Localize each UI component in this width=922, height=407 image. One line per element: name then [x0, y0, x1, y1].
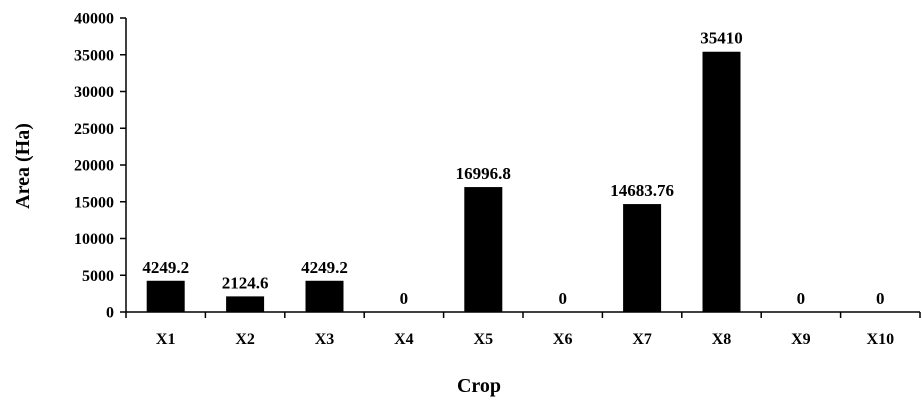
y-tick-label: 5000 [82, 268, 114, 285]
bar-x5 [464, 187, 503, 312]
y-tick-label: 40000 [74, 11, 114, 28]
x-tick-label-x3: X3 [315, 331, 335, 348]
plot-area: 4249.2 2124.6 4249.2 0 16996.8 0 14683.76 35410… [142, 29, 885, 312]
data-label-x4: 0 [400, 289, 409, 308]
bar-x3 [305, 280, 344, 312]
y-axis-title: Area (Ha) [12, 123, 34, 209]
x-axis: X1 X2 X3 X4 X5 X6 X7 X8 X9 X10 [125, 311, 921, 348]
data-label-x3: 4249.2 [301, 258, 348, 277]
bar-x8 [702, 51, 741, 312]
y-tick-label: 10000 [74, 231, 114, 248]
bar-x1 [146, 280, 185, 312]
data-label-x9: 0 [797, 289, 806, 308]
x-tick-label-x9: X9 [791, 331, 811, 348]
y-tick-label: 15000 [74, 194, 114, 211]
y-tick-label: 25000 [74, 121, 114, 138]
x-axis-title: Crop [457, 375, 501, 397]
bar-x7 [623, 204, 662, 312]
y-tick-label: 20000 [74, 158, 114, 175]
x-tick-label-x10: X10 [867, 331, 895, 348]
data-label-x8: 35410 [700, 29, 743, 48]
x-tick-label-x5: X5 [474, 331, 494, 348]
data-label-x2: 2124.6 [222, 273, 269, 292]
data-label-x6: 0 [558, 289, 567, 308]
bar-x2 [226, 296, 265, 312]
x-tick-label-x6: X6 [553, 331, 573, 348]
x-tick-label-x1: X1 [156, 331, 176, 348]
x-tick-label-x4: X4 [394, 331, 414, 348]
y-tick-label: 30000 [74, 84, 114, 101]
x-tick-label-x8: X8 [712, 331, 732, 348]
x-tick-label-x2: X2 [235, 331, 255, 348]
data-label-x1: 4249.2 [142, 258, 189, 277]
data-label-x5: 16996.8 [456, 164, 511, 183]
y-tick-label: 35000 [74, 47, 114, 64]
data-label-x7: 14683.76 [610, 181, 674, 200]
data-label-x10: 0 [876, 289, 885, 308]
x-tick-label-x7: X7 [632, 331, 652, 348]
y-tick-label: 0 [106, 305, 114, 322]
y-axis: 0 5000 10000 15000 20000 25000 30000 35000 40000 [74, 11, 127, 322]
